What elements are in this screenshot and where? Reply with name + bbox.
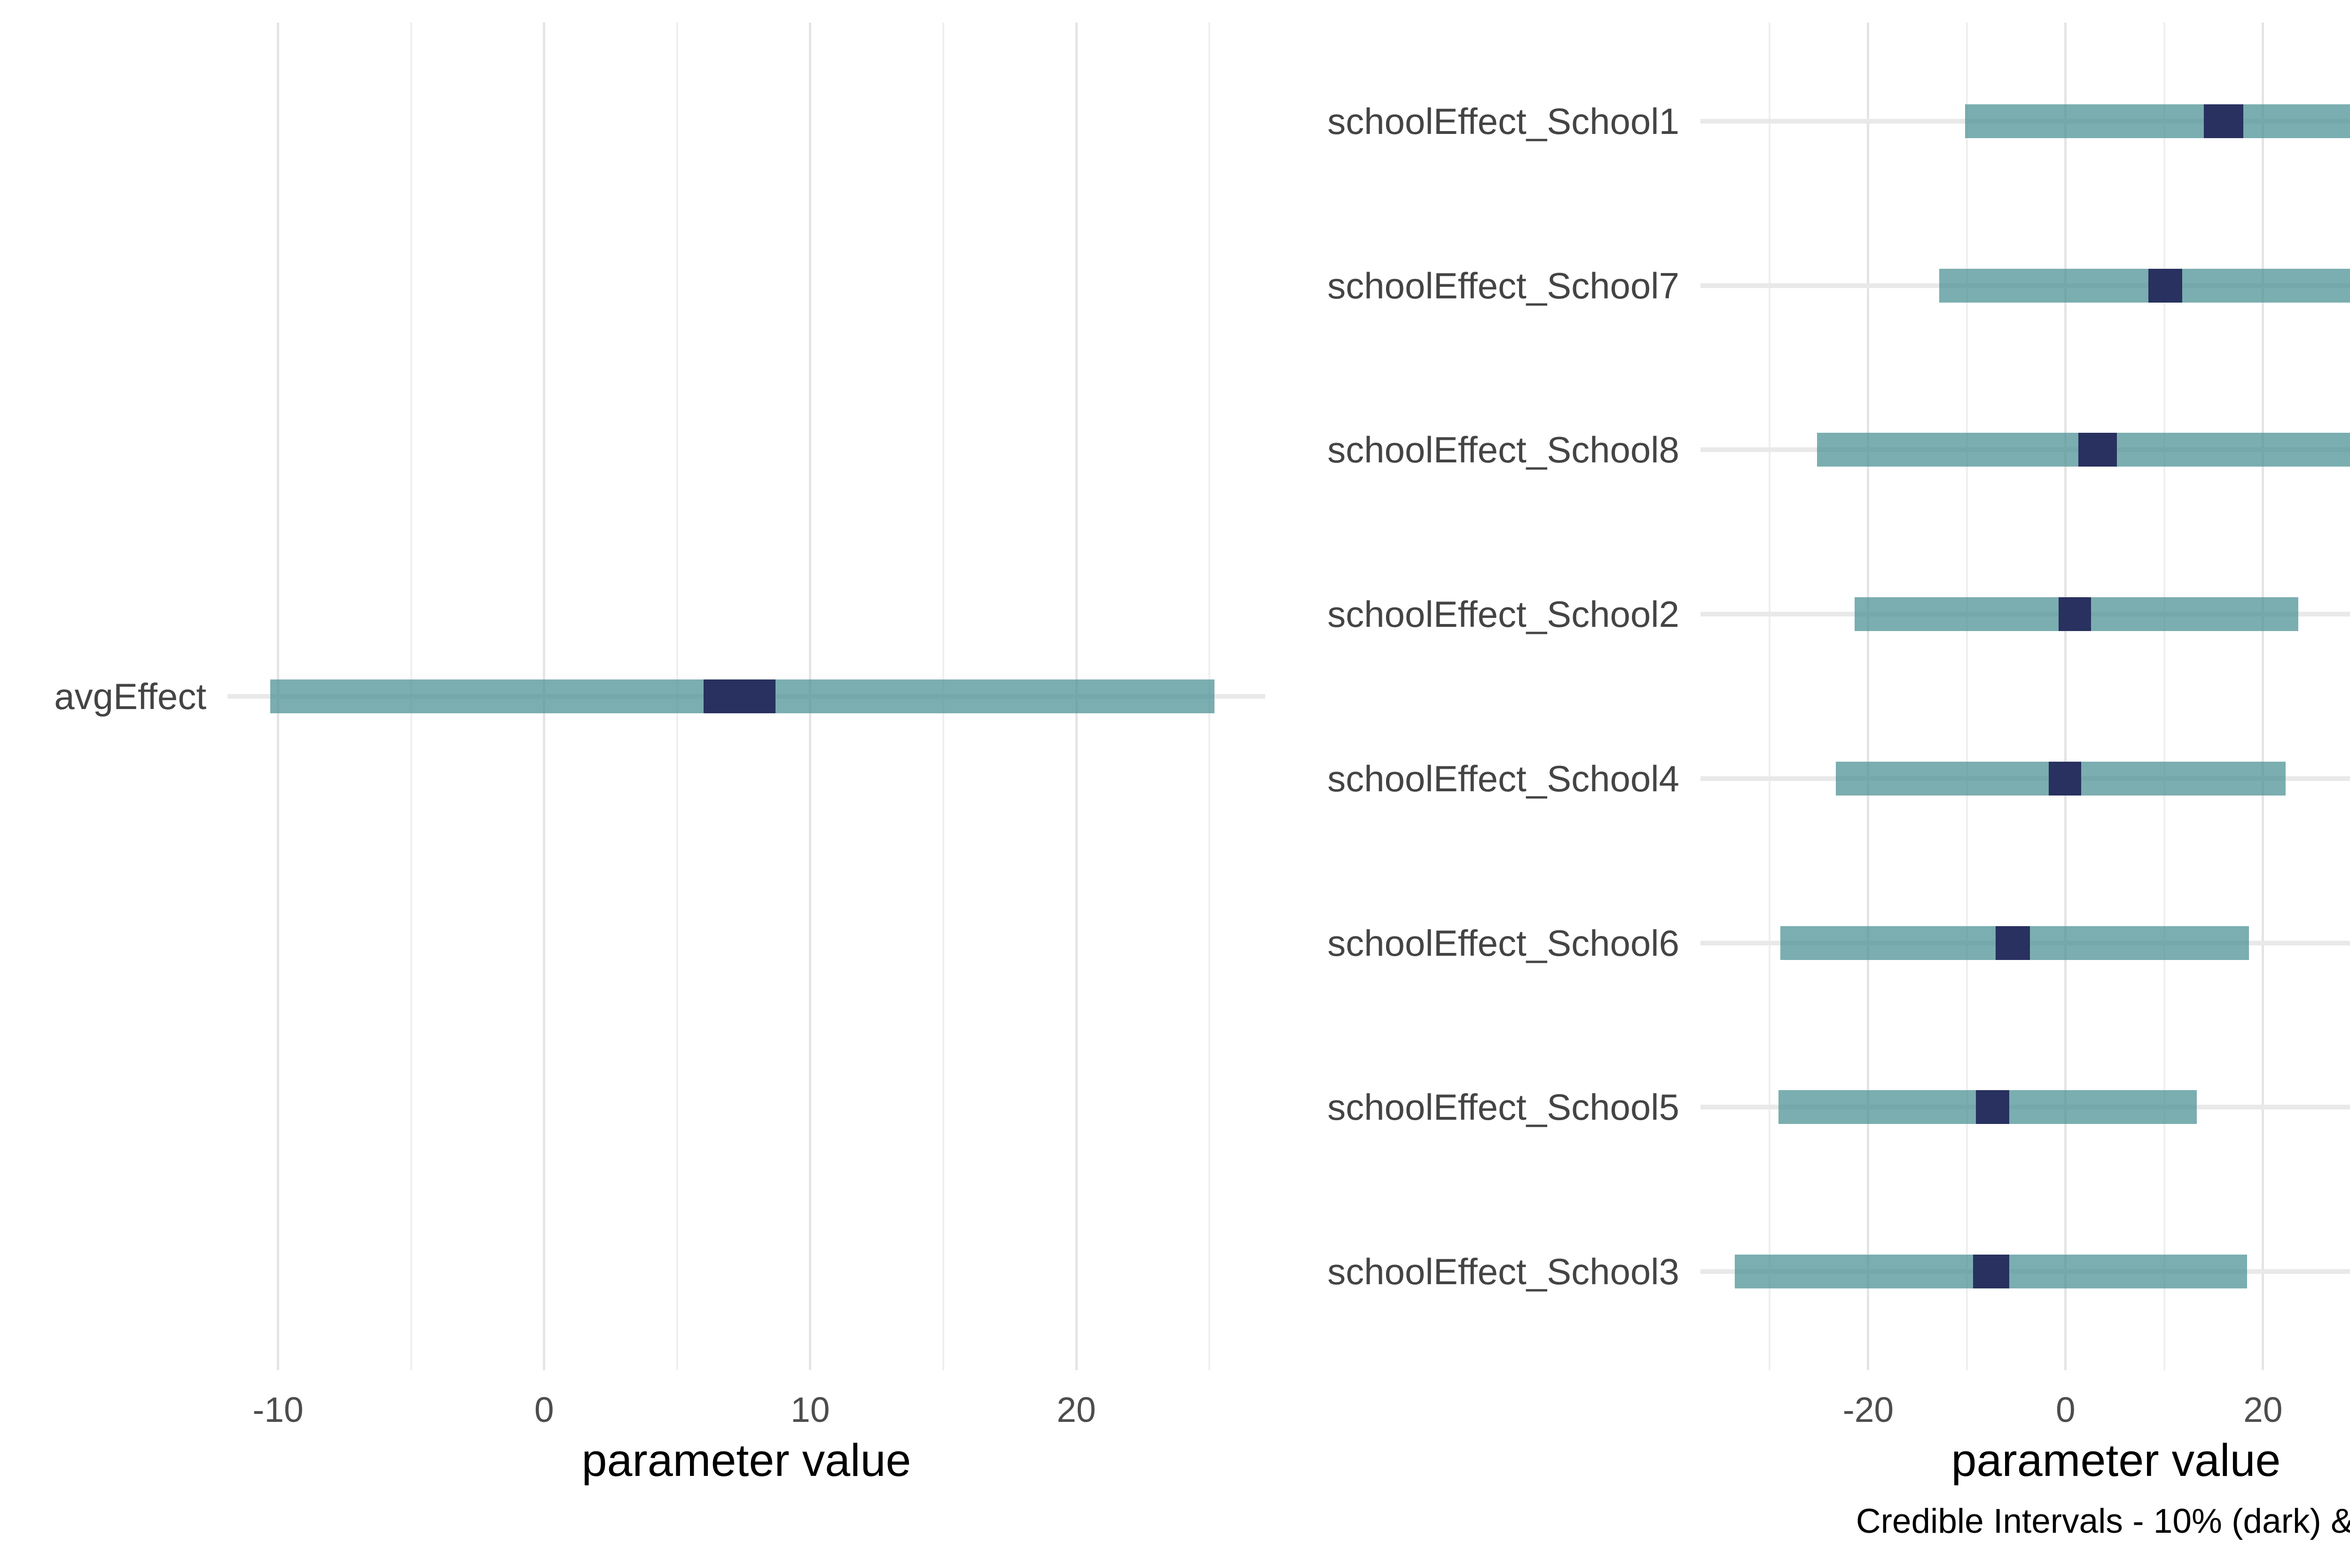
ci-10-interval-bar	[2203, 104, 2243, 138]
ci-90-interval-bar	[1939, 268, 2350, 303]
x-tick-label: -10	[252, 1390, 304, 1429]
parameter-label: schoolEffect_School1	[1327, 100, 1679, 142]
x-tick-label: 10	[791, 1390, 830, 1429]
x-grid-minor-line	[1966, 23, 1968, 1370]
x-tick-label: 20	[1057, 1390, 1096, 1429]
x-grid-major-line	[2064, 23, 2067, 1370]
parameter-label: schoolEffect_School2	[1327, 593, 1679, 635]
parameter-label: avgEffect	[54, 676, 206, 717]
figure-caption: Credible Intervals - 10% (dark) & 90% (l…	[1856, 1502, 2350, 1540]
x-tick-label: 0	[534, 1390, 554, 1429]
ci-10-interval-bar	[1975, 1090, 2010, 1124]
x-grid-major-line	[1867, 23, 1870, 1370]
ci-10-interval-bar	[2059, 597, 2092, 632]
x-grid-minor-line	[1768, 23, 1770, 1370]
ci-90-interval-bar	[1965, 104, 2350, 138]
x-grid-minor-line	[2163, 23, 2165, 1370]
x-tick-label: 0	[2056, 1390, 2076, 1429]
ci-10-interval-bar	[2148, 268, 2182, 303]
ci-10-interval-bar	[2049, 761, 2082, 796]
parameter-label: schoolEffect_School8	[1327, 429, 1679, 471]
parameter-label: schoolEffect_School3	[1327, 1251, 1679, 1293]
x-tick-label: 20	[2243, 1390, 2283, 1429]
ci-10-interval-bar	[1995, 926, 2030, 960]
parameter-label: schoolEffect_School4	[1327, 757, 1679, 799]
ci-10-interval-bar	[1973, 1255, 2010, 1289]
ci-10-interval-bar	[2078, 433, 2117, 467]
x-axis-title-left: parameter value	[581, 1435, 911, 1486]
ci-10-interval-bar	[704, 679, 776, 713]
parameter-label: schoolEffect_School6	[1327, 922, 1679, 964]
parameter-label: schoolEffect_School5	[1327, 1086, 1679, 1128]
x-tick-label: -20	[1842, 1390, 1894, 1429]
parameter-label: schoolEffect_School7	[1327, 265, 1679, 306]
x-axis-title-right: parameter value	[1951, 1435, 2281, 1486]
x-grid-major-line	[2262, 23, 2264, 1370]
